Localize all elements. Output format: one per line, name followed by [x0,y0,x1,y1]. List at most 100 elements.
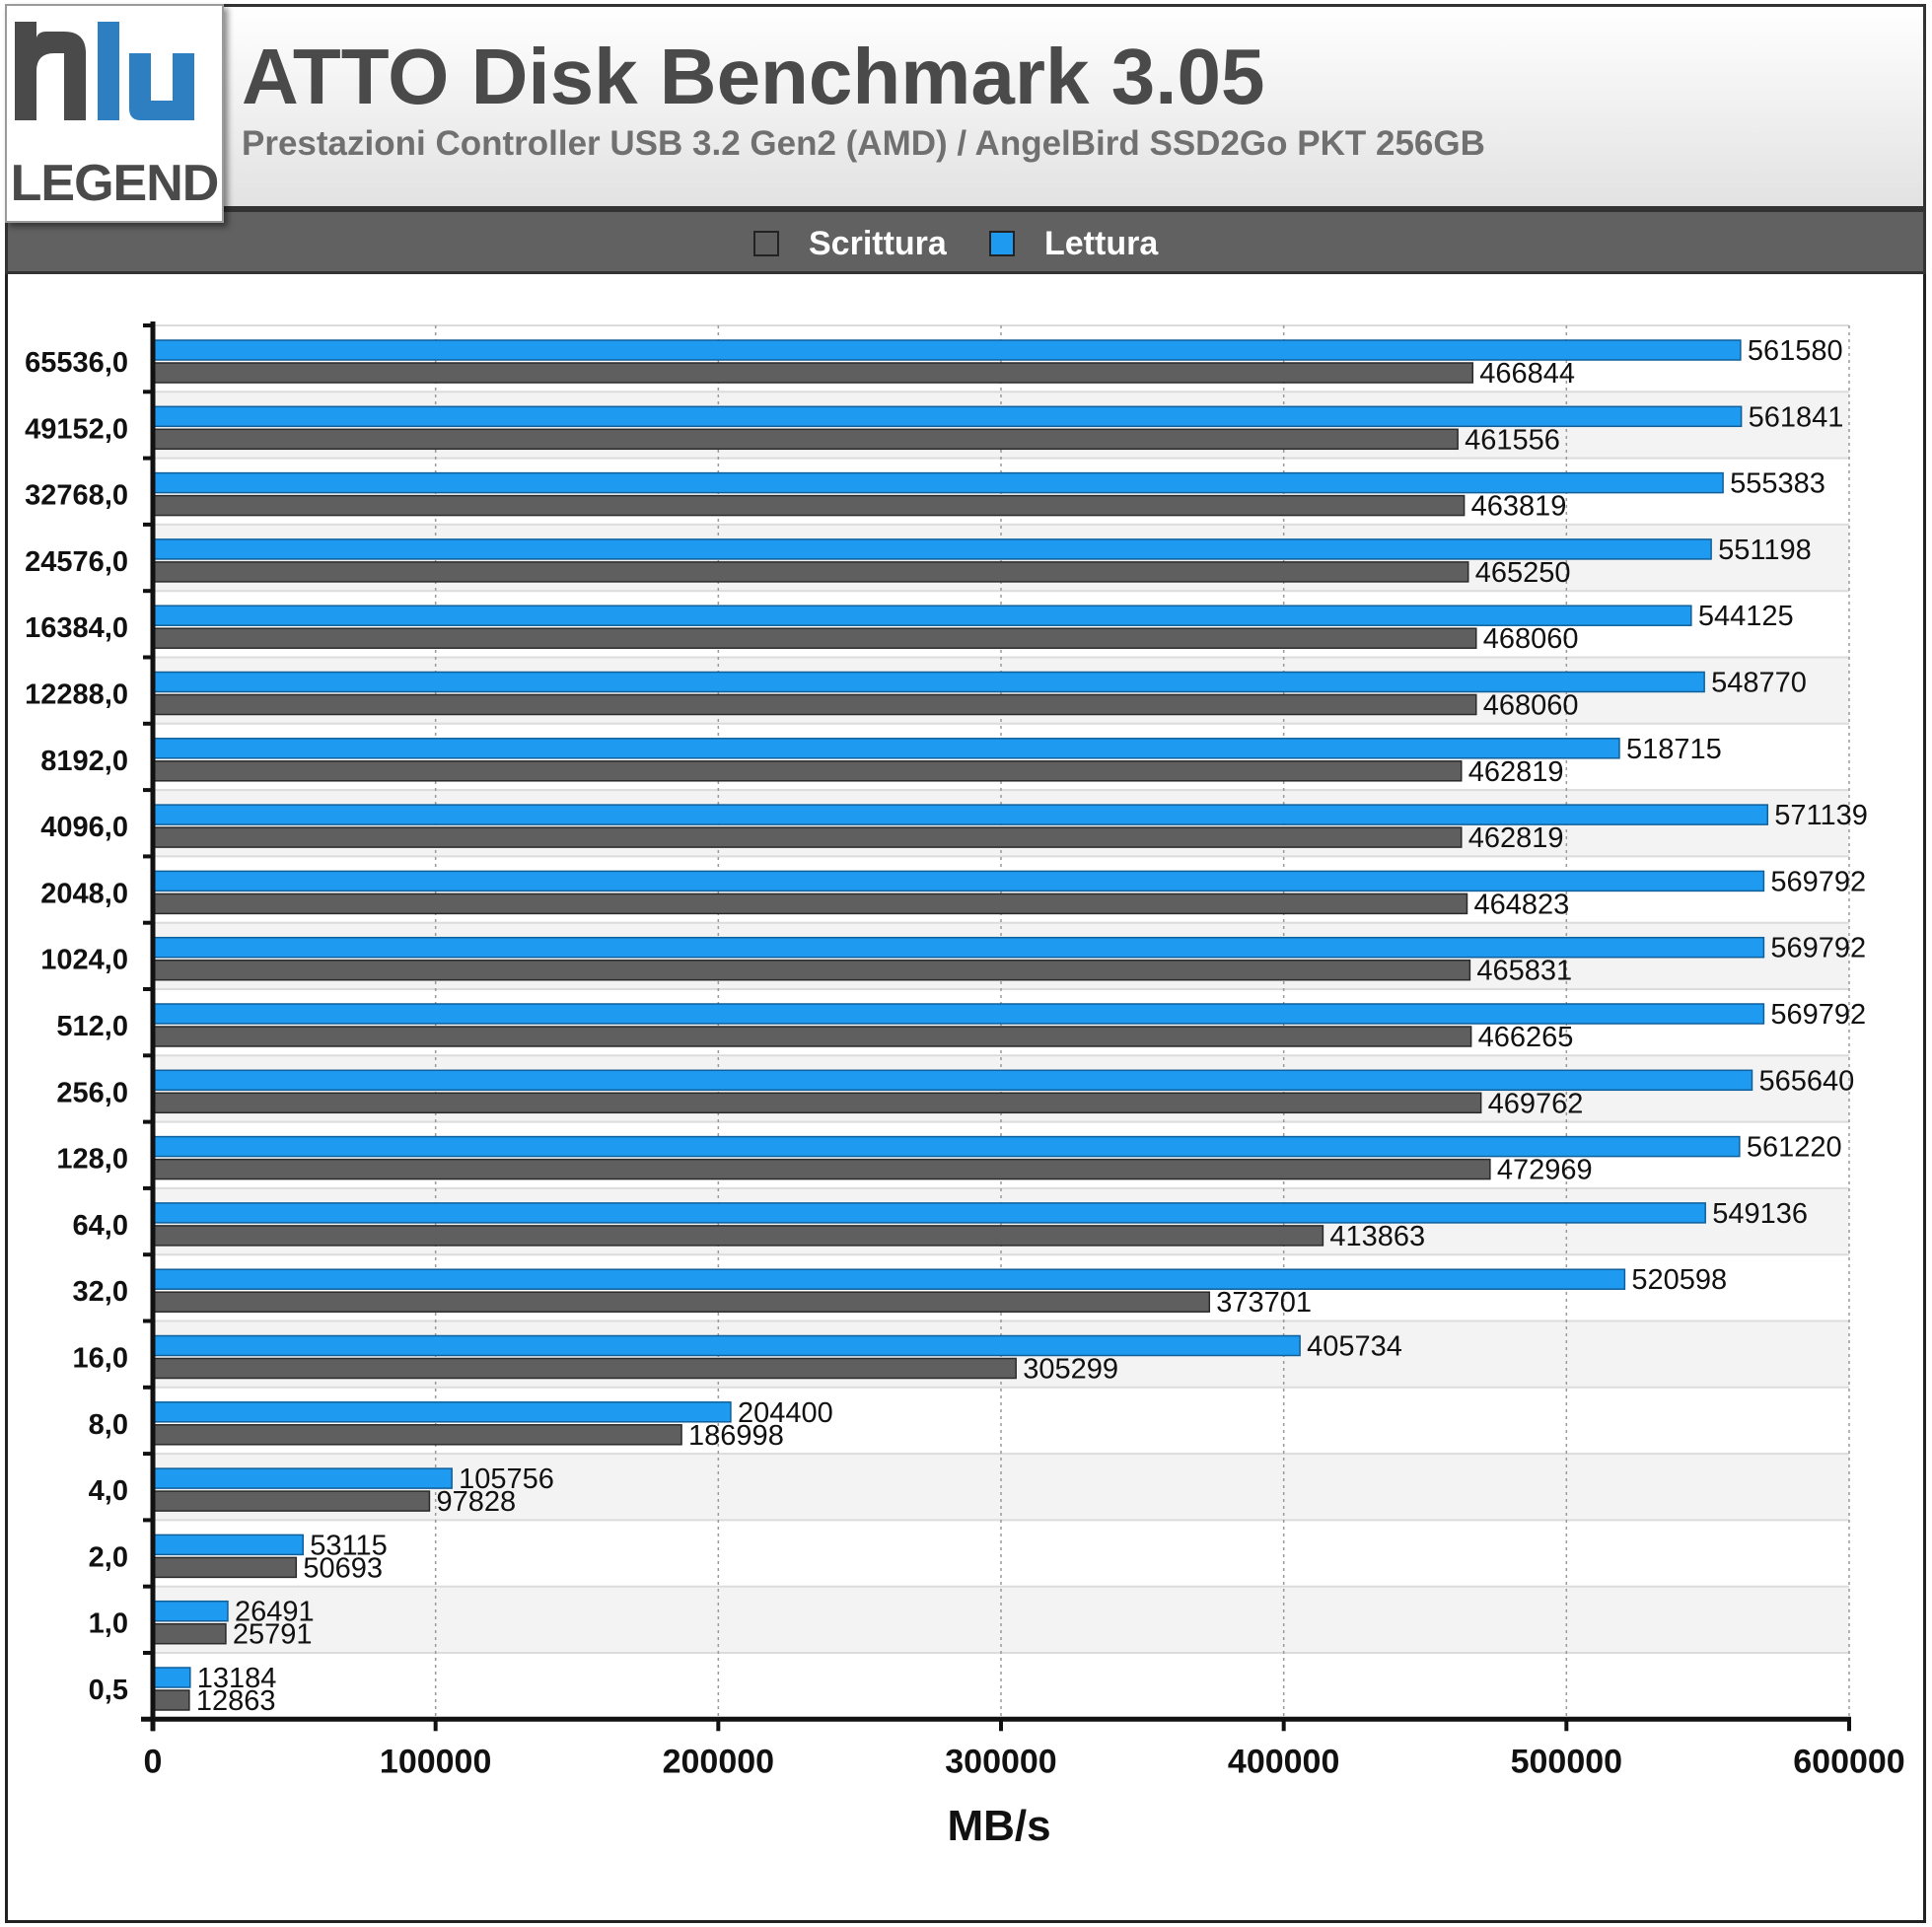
value-label-scrittura: 466844 [1479,358,1575,390]
value-label-lettura: 105756 [459,1463,554,1495]
category-label: 1024,0 [40,945,128,976]
value-label-lettura: 569792 [1770,999,1866,1031]
category-label: 16384,0 [25,612,128,644]
bar-scrittura [152,428,1459,451]
category-label: 32,0 [73,1276,128,1308]
x-tick-label: 600000 [1793,1743,1904,1780]
bar-scrittura [152,760,1463,782]
bar-scrittura [152,1689,190,1711]
bar-lettura [152,1401,732,1423]
x-tick-label: 200000 [663,1743,774,1780]
bar-scrittura [152,1158,1491,1180]
bar-scrittura [152,1357,1017,1380]
category-label: 8192,0 [40,746,128,777]
category-label: 49152,0 [25,413,128,445]
value-label-lettura: 518715 [1626,734,1722,765]
bar-lettura [152,1534,305,1556]
category-label: 64,0 [73,1210,128,1242]
value-label-scrittura: 186998 [688,1420,784,1452]
value-label-scrittura: 468060 [1483,690,1579,722]
category-label: 0,5 [89,1675,128,1706]
axes: 0 100000 200000 300000 400000 500000 600000 [141,321,1905,1780]
value-label-scrittura: 463819 [1471,491,1567,523]
category-label: 1,0 [89,1608,128,1640]
value-label-lettura: 26491 [235,1597,315,1628]
bar-scrittura [152,826,1463,848]
x-tick-label: 300000 [945,1743,1056,1780]
category-label: 32768,0 [25,480,128,512]
value-label-lettura: 204400 [738,1397,833,1429]
value-label-scrittura: 461556 [1465,424,1560,456]
bar-lettura [152,738,1620,759]
value-label-lettura: 551198 [1718,535,1812,566]
bar-lettura [152,471,1724,494]
category-label: 4096,0 [40,812,128,843]
legend-item-lettura: Lettura [989,225,1158,262]
value-label-lettura: 549136 [1712,1198,1808,1230]
value-label-scrittura: 466265 [1478,1022,1574,1053]
legend-swatch-scrittura [753,231,779,256]
value-label-scrittura: 472969 [1497,1155,1593,1186]
legend-item-scrittura: Scrittura [753,225,947,262]
site-logo: LEGEND [5,4,224,223]
x-axis-title: MB/s [947,1802,1050,1850]
bar-scrittura [152,362,1474,384]
x-tick-label: 400000 [1228,1743,1339,1780]
bar-scrittura [152,1424,682,1446]
value-label-scrittura: 465831 [1476,956,1572,987]
x-tick-label: 100000 [380,1743,491,1780]
value-label-lettura: 561580 [1748,335,1843,367]
bar-scrittura [152,1490,431,1512]
value-label-scrittura: 465250 [1475,557,1571,589]
legend-swatch-lettura [989,231,1015,256]
value-label-scrittura: 413863 [1329,1221,1425,1252]
bar-scrittura [152,1092,1482,1114]
value-label-scrittura: 373701 [1216,1287,1312,1319]
value-label-lettura: 555383 [1730,468,1825,500]
bar-lettura [152,1334,1301,1357]
bar-lettura [152,804,1769,825]
bar-scrittura [152,1291,1211,1313]
bar-scrittura [152,892,1468,915]
bar-scrittura [152,494,1466,517]
bar-lettura [152,870,1765,892]
category-label: 256,0 [56,1077,128,1108]
value-label-lettura: 571139 [1774,800,1868,831]
value-label-lettura: 569792 [1770,866,1866,897]
category-label: 12288,0 [25,679,128,711]
value-label-scrittura: 462819 [1468,822,1564,854]
value-label-lettura: 561220 [1747,1132,1842,1164]
value-label-scrittura: 305299 [1023,1354,1118,1386]
bar-lettura [152,671,1705,693]
category-label: 8,0 [89,1409,128,1441]
bar-scrittura [152,561,1469,583]
value-label-scrittura: 50693 [303,1552,383,1584]
logo-wordmark: LEGEND [10,155,220,212]
category-label: 24576,0 [25,546,128,578]
bar-lettura [152,538,1712,560]
value-label-scrittura: 462819 [1468,756,1564,788]
bar-lettura [152,1003,1765,1025]
value-label-lettura: 561841 [1749,401,1844,433]
bar-scrittura [152,1622,227,1645]
bar-scrittura [152,1026,1472,1047]
bar-scrittura [152,627,1477,649]
bar-scrittura [152,693,1477,716]
legend: Scrittura Lettura [5,209,1926,274]
value-labels: 561580 466844 65536,0 561841 461556 49152,0 55… [25,335,1868,1717]
category-label: 2048,0 [40,878,128,909]
bar-lettura [152,1135,1741,1158]
value-label-lettura: 565640 [1759,1065,1855,1097]
value-label-lettura: 405734 [1307,1331,1402,1363]
value-label-lettura: 520598 [1631,1264,1727,1296]
chart-subtitle: Prestazioni Controller USB 3.2 Gen2 (AMD… [242,124,1485,163]
logo-mark-icon [15,22,194,120]
category-label: 65536,0 [25,347,128,379]
bar-scrittura [152,959,1471,981]
bar-lettura [152,1069,1753,1092]
bar-lettura [152,405,1743,428]
value-label-scrittura: 25791 [233,1619,313,1651]
bar-lettura [152,1467,453,1489]
value-label-lettura: 13184 [197,1663,277,1694]
